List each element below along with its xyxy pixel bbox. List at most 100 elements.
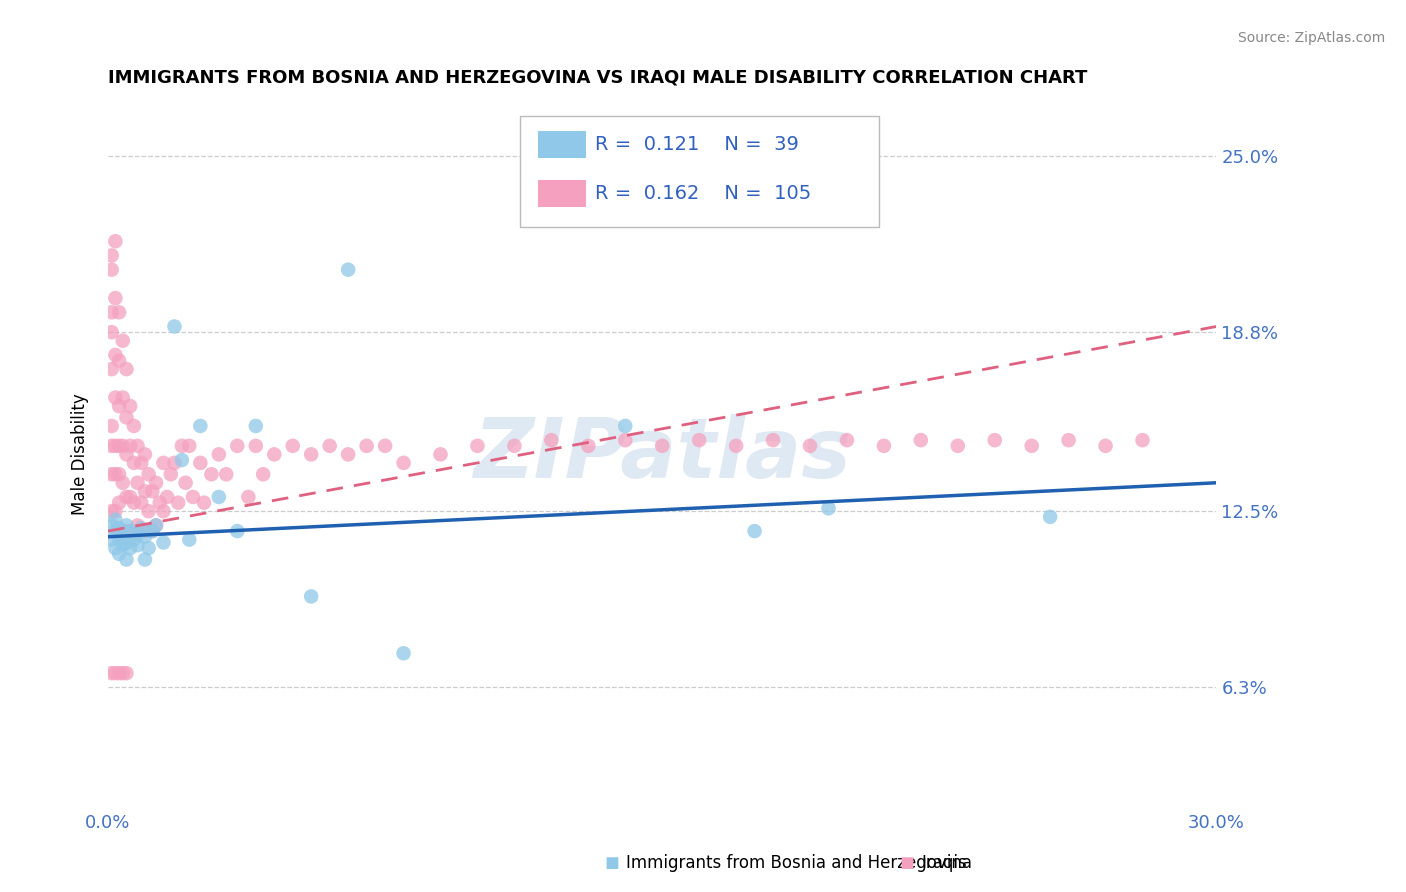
- Point: [127, 518, 149, 533]
- Point: [429, 447, 451, 461]
- Point: [145, 518, 167, 533]
- Point: [108, 399, 131, 413]
- Point: [100, 262, 122, 277]
- Point: [104, 348, 127, 362]
- Point: [104, 391, 127, 405]
- Point: [163, 319, 186, 334]
- Text: IMMIGRANTS FROM BOSNIA AND HERZEGOVINA VS IRAQI MALE DISABILITY CORRELATION CHAR: IMMIGRANTS FROM BOSNIA AND HERZEGOVINA V…: [108, 69, 1087, 87]
- Point: [104, 666, 127, 681]
- Point: [263, 447, 285, 461]
- Point: [129, 456, 152, 470]
- Point: [104, 504, 127, 518]
- Point: [208, 490, 231, 504]
- Point: [134, 552, 156, 566]
- Point: [108, 305, 131, 319]
- Point: [149, 496, 172, 510]
- Y-axis label: Male Disability: Male Disability: [72, 393, 89, 516]
- Text: Immigrants from Bosnia and Herzegovina: Immigrants from Bosnia and Herzegovina: [626, 855, 972, 872]
- Point: [127, 527, 149, 541]
- Point: [134, 447, 156, 461]
- Text: Iraqis: Iraqis: [921, 855, 967, 872]
- Text: R =  0.162    N =  105: R = 0.162 N = 105: [595, 184, 811, 203]
- Point: [141, 524, 163, 538]
- Point: [115, 447, 138, 461]
- Point: [100, 533, 122, 547]
- Point: [152, 504, 174, 518]
- Point: [215, 467, 238, 482]
- Point: [104, 467, 127, 482]
- Point: [120, 541, 142, 555]
- Point: [108, 666, 131, 681]
- Point: [467, 439, 489, 453]
- Point: [122, 419, 145, 434]
- Point: [163, 456, 186, 470]
- Point: [190, 419, 212, 434]
- Point: [252, 467, 274, 482]
- Point: [115, 524, 138, 538]
- Point: [946, 439, 969, 453]
- Point: [167, 496, 190, 510]
- Point: [104, 234, 127, 248]
- Point: [111, 334, 134, 348]
- Text: ◼: ◼: [605, 855, 619, 872]
- Point: [392, 456, 415, 470]
- Point: [983, 433, 1005, 447]
- Point: [100, 305, 122, 319]
- Point: [374, 439, 396, 453]
- Point: [156, 490, 179, 504]
- Point: [1039, 509, 1062, 524]
- Point: [503, 439, 526, 453]
- Point: [200, 467, 222, 482]
- Point: [170, 439, 193, 453]
- Point: [120, 399, 142, 413]
- Point: [108, 547, 131, 561]
- Point: [115, 410, 138, 425]
- Point: [127, 538, 149, 552]
- Text: ZIPatlas: ZIPatlas: [474, 414, 851, 495]
- Point: [100, 362, 122, 376]
- Point: [100, 666, 122, 681]
- Point: [100, 467, 122, 482]
- Point: [356, 439, 378, 453]
- Point: [1057, 433, 1080, 447]
- Point: [115, 518, 138, 533]
- Point: [111, 391, 134, 405]
- Text: Source: ZipAtlas.com: Source: ZipAtlas.com: [1237, 31, 1385, 45]
- Point: [120, 490, 142, 504]
- Point: [108, 353, 131, 368]
- Point: [226, 524, 249, 538]
- Point: [100, 518, 122, 533]
- Point: [134, 530, 156, 544]
- Point: [134, 484, 156, 499]
- Point: [238, 490, 260, 504]
- Point: [115, 490, 138, 504]
- Point: [299, 447, 322, 461]
- Text: R =  0.121    N =  39: R = 0.121 N = 39: [595, 135, 799, 154]
- Point: [1132, 433, 1154, 447]
- Point: [337, 262, 360, 277]
- Point: [100, 439, 122, 453]
- Point: [122, 456, 145, 470]
- Point: [179, 439, 201, 453]
- Point: [744, 524, 766, 538]
- Point: [100, 419, 122, 434]
- Point: [138, 467, 160, 482]
- Point: [159, 467, 181, 482]
- Point: [122, 496, 145, 510]
- Point: [120, 524, 142, 538]
- Point: [108, 521, 131, 535]
- Point: [540, 433, 562, 447]
- Point: [208, 447, 231, 461]
- Point: [835, 433, 858, 447]
- Point: [129, 496, 152, 510]
- Point: [281, 439, 304, 453]
- Point: [392, 646, 415, 660]
- Point: [651, 439, 673, 453]
- Point: [614, 419, 637, 434]
- Point: [104, 291, 127, 305]
- Point: [576, 439, 599, 453]
- Point: [179, 533, 201, 547]
- Point: [152, 535, 174, 549]
- Point: [134, 524, 156, 538]
- Point: [299, 590, 322, 604]
